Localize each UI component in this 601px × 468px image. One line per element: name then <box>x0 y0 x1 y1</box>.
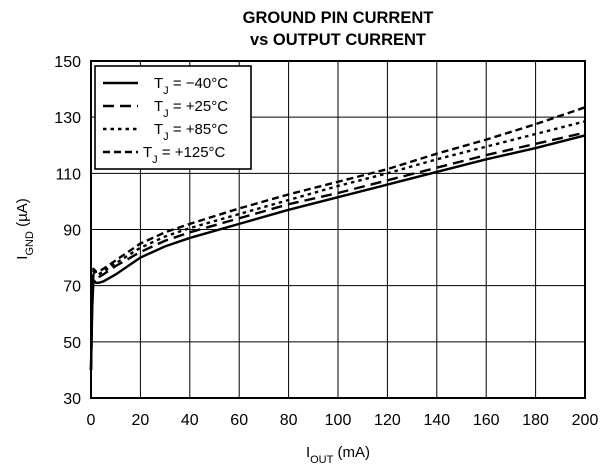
legend-label-1-main: T <box>154 75 163 92</box>
series-line-4 <box>89 106 586 370</box>
y-axis-label-sub: GND <box>24 231 36 256</box>
chart-title-line2: vs OUTPUT CURRENT <box>250 31 426 49</box>
legend-label-4-rest: = +125°C <box>158 144 226 161</box>
legend-entry-3: TJ = +85°C <box>103 121 228 143</box>
x-tick-label-0: 0 <box>87 412 96 429</box>
legend-label-3-sub: J <box>163 131 169 143</box>
x-axis-label-main: I <box>306 444 310 461</box>
legend-label-3-rest: = +85°C <box>169 121 229 138</box>
series-line-1 <box>89 134 586 370</box>
legend-label-2-rest: = +25°C <box>169 98 229 115</box>
y-axis-label-main: I <box>14 256 31 260</box>
x-tick-label-6: 120 <box>374 412 401 429</box>
y-tick-label-3: 90 <box>63 223 81 240</box>
x-tick-label-3: 60 <box>230 412 248 429</box>
x-tick-label-2: 40 <box>181 412 199 429</box>
x-tick-label-10: 200 <box>572 412 599 429</box>
y-tick-labels: 30 50 70 90 110 130 150 <box>54 54 81 408</box>
legend-label-3: TJ = +85°C <box>154 121 228 143</box>
legend-label-4-sub: J <box>152 154 158 166</box>
chart-title-line1: GROUND PIN CURRENT <box>243 9 434 27</box>
series-line-2 <box>89 131 586 370</box>
legend-entry-1: TJ = −40°C <box>103 75 228 97</box>
y-axis-label: IGND (µA) <box>14 198 36 259</box>
legend-label-1-sub: J <box>163 85 169 97</box>
x-axis-label: IOUT (mA) <box>306 444 370 466</box>
x-tick-label-7: 140 <box>423 412 450 429</box>
legend-label-4-main: T <box>143 144 152 161</box>
x-tick-label-1: 20 <box>132 412 150 429</box>
y-axis-label-unit: (µA) <box>14 198 31 231</box>
legend-label-1-rest: = −40°C <box>169 75 229 92</box>
y-tick-label-1: 50 <box>63 335 81 352</box>
legend-label-2-sub: J <box>163 108 169 120</box>
legend-label-3-main: T <box>154 121 163 138</box>
legend: TJ = −40°C TJ = +25°C TJ = +85°C TJ = +1… <box>94 65 252 170</box>
y-tick-label-0: 30 <box>63 391 81 408</box>
y-tick-label-6: 150 <box>54 54 81 71</box>
y-tick-label-2: 70 <box>63 279 81 296</box>
series-lines <box>89 106 586 370</box>
x-axis-label-sub: OUT <box>310 454 334 466</box>
x-tick-label-8: 160 <box>473 412 500 429</box>
legend-entry-2: TJ = +25°C <box>103 98 228 120</box>
legend-label-2: TJ = +25°C <box>154 98 228 120</box>
x-tick-label-4: 80 <box>280 412 298 429</box>
legend-label-2-main: T <box>154 98 163 115</box>
legend-label-1: TJ = −40°C <box>154 75 228 97</box>
x-tick-label-9: 180 <box>522 412 549 429</box>
x-tick-labels: 0 20 40 60 80 100 120 140 160 180 200 <box>87 412 599 429</box>
x-tick-label-5: 100 <box>325 412 352 429</box>
legend-entry-4: TJ = +125°C <box>103 144 226 166</box>
series-line-3 <box>89 120 586 370</box>
x-axis-label-unit: (mA) <box>333 444 370 461</box>
y-tick-label-5: 130 <box>54 110 81 127</box>
plot-frame <box>90 60 586 399</box>
y-tick-label-4: 110 <box>55 166 81 183</box>
legend-label-4: TJ = +125°C <box>143 144 226 166</box>
